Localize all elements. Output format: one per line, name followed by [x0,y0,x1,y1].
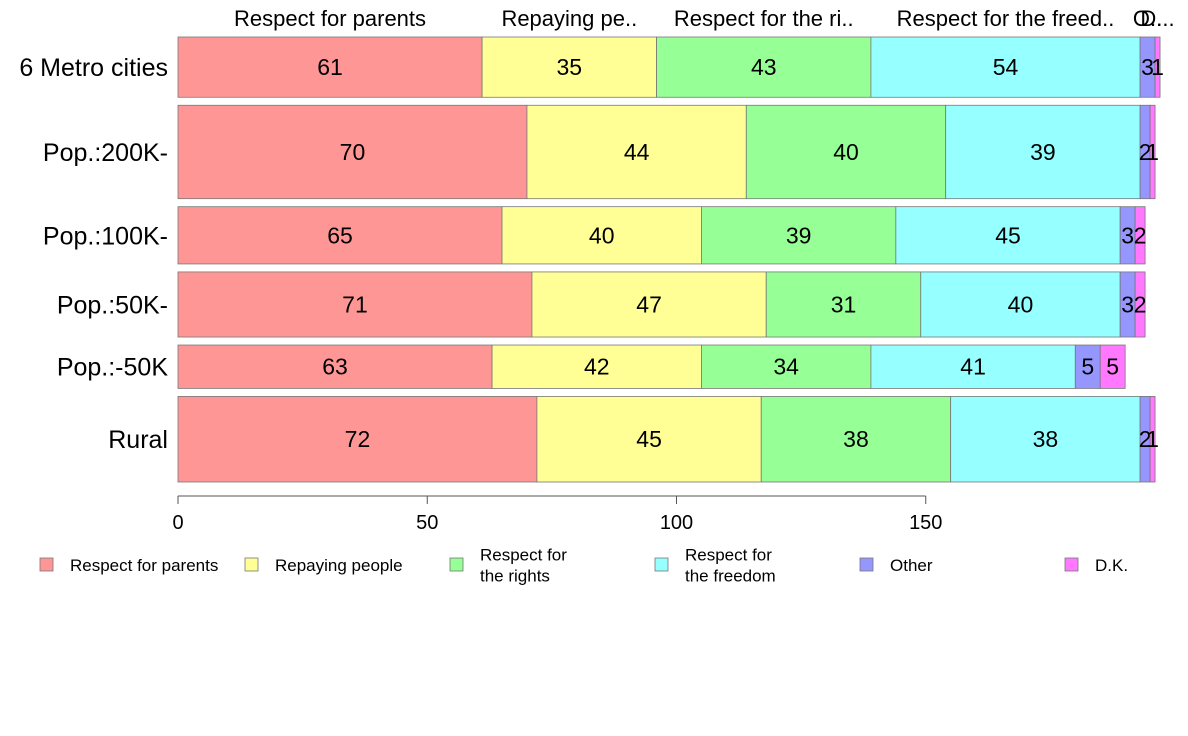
row-label: Pop.:50K- [57,291,168,319]
bar-value-label: 63 [322,354,348,380]
bar-value-label: 1 [1151,54,1164,80]
bar-segment [531,271,767,338]
bar-value-label: 47 [636,291,662,317]
bar-value-label: 3 [1141,54,1154,80]
x-tick-label: 100 [660,512,693,534]
bar-segment [701,344,872,389]
row-label: Pop.:100K- [43,222,168,250]
bar-value-label: 38 [843,426,869,452]
x-tick-label: 0 [172,512,183,534]
bar-value-label: 39 [786,222,812,248]
legend-swatch [654,557,669,572]
bar-value-label: 34 [773,354,799,380]
legend-label: Respect for [480,546,567,565]
bar-segment [501,206,702,265]
bar-value-label: 2 [1134,291,1147,317]
bar-value-label: 42 [584,354,610,380]
legend-label: D.K. [1095,556,1128,575]
bar-segment [177,104,528,200]
bar-segment [177,36,483,98]
bar-value-label: 45 [636,426,662,452]
x-axis: 0 50 100 150 [172,495,942,534]
bar-segment [1149,104,1156,200]
top-category-label: Respect for the ri.. [674,6,854,31]
bar-value-label: 54 [993,54,1019,80]
bar-value-label: 70 [340,139,366,165]
bar-segment [1134,271,1146,338]
bar-segment [177,396,538,483]
bar-segment [177,206,503,265]
legend-label: the rights [480,567,550,586]
legend-swatch [859,557,874,572]
bar-segment [491,344,702,389]
bar-segment [945,104,1141,200]
bar-segment [760,396,952,483]
bar-value-label: 65 [327,222,353,248]
legend-swatch [1064,557,1079,572]
bar-segment [765,271,922,338]
bar-value-label: 44 [624,139,650,165]
bar-value-label: 40 [589,222,615,248]
bar-value-label: 39 [1030,139,1056,165]
legend-label: Respect for parents [70,556,218,575]
row-label: Pop.:200K- [43,139,168,167]
bar-value-label: 5 [1106,354,1119,380]
bar-value-label: 38 [1033,426,1059,452]
bar-value-label: 31 [831,291,857,317]
row-labels: 6 Metro cities Pop.:200K- Pop.:100K- Pop.:5… [19,54,168,454]
legend-swatch [39,557,54,572]
bar-value-label: 1 [1146,139,1159,165]
bar-value-label: 40 [833,139,859,165]
bar-segment [526,104,747,200]
top-category-label: Respect for the freed.. [897,6,1115,31]
bar-value-label: 1 [1146,426,1159,452]
bar-value-label: 3 [1121,291,1134,317]
legend-label: Respect for [685,546,772,565]
bar-segment [895,206,1121,265]
top-category-label: Respect for parents [234,6,426,31]
bar-value-label: 2 [1134,222,1147,248]
legend-label: Other [890,556,933,575]
bar-segment [1154,36,1161,98]
bar-segment [481,36,657,98]
bar-segment [1099,344,1126,389]
bar-segment [701,206,897,265]
bar-segment [1149,396,1156,483]
row-label: 6 Metro cities [19,54,168,82]
bar-value-label: 2 [1139,139,1152,165]
bar-segment [950,396,1141,483]
bar-segment [177,344,493,389]
bar-segment [536,396,762,483]
bar-value-label: 3 [1121,222,1134,248]
bar-value-label: 45 [995,222,1021,248]
top-category-label: Repaying pe.. [501,6,637,31]
bar-value-label: 71 [342,291,368,317]
bar-value-label: 2 [1139,426,1152,452]
legend-swatch [449,557,464,572]
top-category-labels: Respect for parents Repaying pe.. Respect … [234,6,1175,31]
legend-swatch [244,557,259,572]
bar-segment [656,36,872,98]
bar-value-label: 5 [1081,354,1094,380]
row-label: Rural [108,426,168,454]
bar-segment [870,36,1141,98]
row-label: Pop.:-50K [57,354,169,382]
top-category-label: D... [1140,6,1174,31]
x-tick-label: 150 [909,512,942,534]
bar-segment [1074,344,1101,389]
x-tick-label: 50 [416,512,438,534]
bar-segment [1134,206,1146,265]
bar-value-label: 72 [345,426,371,452]
legend-label: Repaying people [275,556,403,575]
bar-value-label: 35 [557,54,583,80]
bar-value-label: 61 [317,54,343,80]
bar-value-label: 40 [1008,291,1034,317]
legend-label: the freedom [685,567,776,586]
bar-value-label: 41 [960,354,986,380]
top-category-label: O.. [1133,6,1162,31]
bar-value-label: 43 [751,54,777,80]
legend: Respect for parents Repaying people Respec… [39,546,1128,586]
